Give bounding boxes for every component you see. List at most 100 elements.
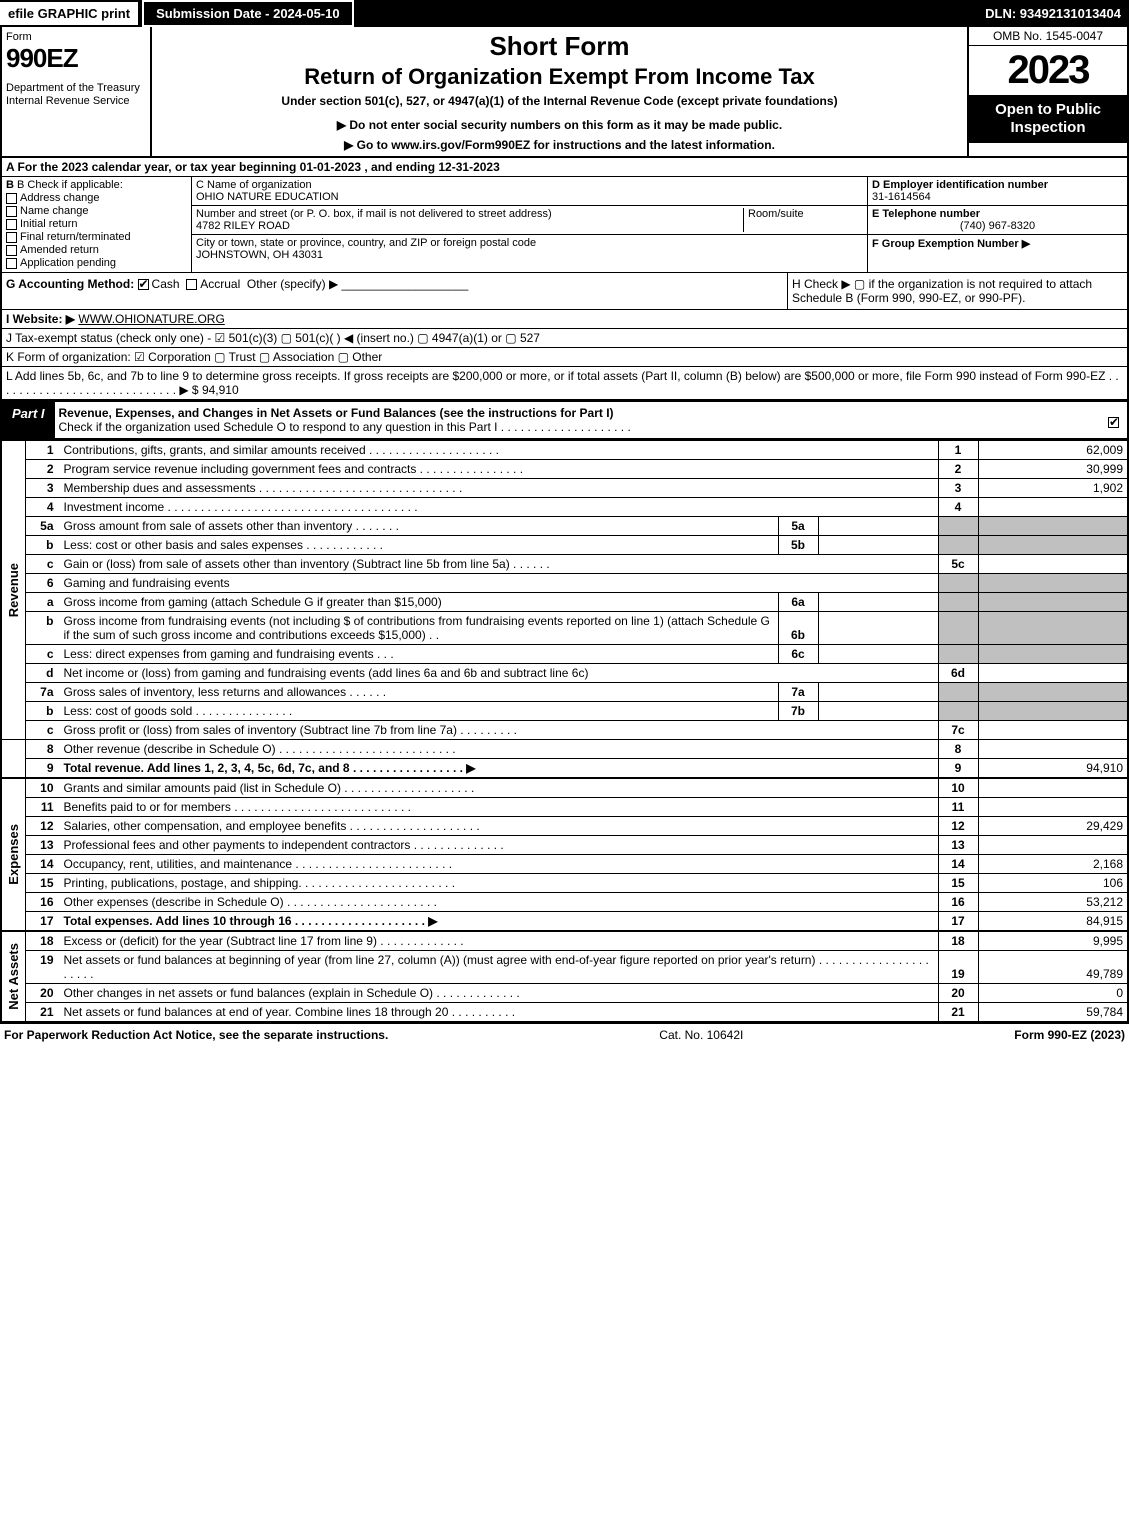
cb-initial-return[interactable]: Initial return (6, 218, 187, 230)
line-4-num: 4 (26, 498, 60, 517)
line-18-rn: 18 (938, 931, 978, 951)
tax-year: 2023 (969, 46, 1127, 95)
goto-link[interactable]: ▶ Go to www.irs.gov/Form990EZ for instru… (156, 138, 963, 152)
line-11-rn: 11 (938, 798, 978, 817)
line-1-amt: 62,009 (978, 441, 1128, 460)
ein-value: 31-1614564 (872, 191, 931, 203)
line-9-rn: 9 (938, 759, 978, 779)
line-12-rn: 12 (938, 817, 978, 836)
do-not-enter: ▶ Do not enter social security numbers o… (156, 118, 963, 132)
line-16-desc: Other expenses (describe in Schedule O) … (60, 893, 939, 912)
cb-name-change[interactable]: Name change (6, 205, 187, 217)
top-bar: efile GRAPHIC print Submission Date - 20… (0, 0, 1129, 27)
line-5b-amt (978, 536, 1128, 555)
line-9-num: 9 (26, 759, 60, 779)
line-15-amt: 106 (978, 874, 1128, 893)
line-10-desc: Grants and similar amounts paid (list in… (60, 778, 939, 798)
line-5a-amt (978, 517, 1128, 536)
under-section: Under section 501(c), 527, or 4947(a)(1)… (156, 94, 963, 108)
footer-center: Cat. No. 10642I (659, 1028, 743, 1042)
line-7a-desc: Gross sales of inventory, less returns a… (60, 683, 779, 702)
line-15-rn: 15 (938, 874, 978, 893)
line-6a-rn (938, 593, 978, 612)
sections-g-h: G Accounting Method: Cash Accrual Other … (0, 273, 1129, 310)
line-12-num: 12 (26, 817, 60, 836)
line-16-amt: 53,212 (978, 893, 1128, 912)
room-label: Room/suite (748, 208, 804, 220)
line-7b-rn (938, 702, 978, 721)
line-6d-rn: 6d (938, 664, 978, 683)
line-5b-rn (938, 536, 978, 555)
short-form-title: Short Form (156, 31, 963, 62)
line-7c-num: c (26, 721, 60, 740)
line-6b-amt (978, 612, 1128, 645)
omb-number: OMB No. 1545-0047 (969, 27, 1127, 46)
line-10-rn: 10 (938, 778, 978, 798)
website-link[interactable]: WWW.OHIONATURE.ORG (78, 312, 224, 326)
ein-label: D Employer identification number (872, 179, 1048, 191)
cb-cash[interactable] (138, 279, 149, 290)
section-c: C Name of organization OHIO NATURE EDUCA… (192, 177, 867, 272)
part-1-checkbox[interactable] (1108, 417, 1119, 428)
cb-amended-return[interactable]: Amended return (6, 244, 187, 256)
line-21-amt: 59,784 (978, 1003, 1128, 1023)
cb-final-return[interactable]: Final return/terminated (6, 231, 187, 243)
line-15-num: 15 (26, 874, 60, 893)
section-i: I Website: ▶ WWW.OHIONATURE.ORG (0, 310, 1129, 329)
group-label: F Group Exemption Number ▶ (872, 238, 1030, 250)
line-6-desc: Gaming and fundraising events (60, 574, 939, 593)
c-name-label: C Name of organization (196, 179, 312, 191)
line-11-num: 11 (26, 798, 60, 817)
part-1-header: Part I Revenue, Expenses, and Changes in… (0, 400, 1129, 440)
line-20-num: 20 (26, 984, 60, 1003)
line-6c-subval (818, 645, 938, 664)
line-10-amt (978, 778, 1128, 798)
line-2-amt: 30,999 (978, 460, 1128, 479)
cb-application-pending[interactable]: Application pending (6, 257, 187, 269)
g-label: G Accounting Method: (6, 277, 134, 291)
part-1-check-text: Check if the organization used Schedule … (59, 420, 631, 434)
open-inspection: Open to Public Inspection (969, 95, 1127, 143)
sections-b-c-d: B B Check if applicable: Address change … (0, 177, 1129, 273)
g-other: Other (specify) ▶ (247, 277, 338, 291)
return-title: Return of Organization Exempt From Incom… (156, 64, 963, 90)
line-7c-amt (978, 721, 1128, 740)
efile-label[interactable]: efile GRAPHIC print (0, 2, 138, 25)
page-footer: For Paperwork Reduction Act Notice, see … (0, 1023, 1129, 1046)
line-6d-desc: Net income or (loss) from gaming and fun… (60, 664, 939, 683)
line-7a-rn (938, 683, 978, 702)
cb-accrual[interactable] (186, 279, 197, 290)
line-12-desc: Salaries, other compensation, and employ… (60, 817, 939, 836)
section-a: A For the 2023 calendar year, or tax yea… (0, 158, 1129, 177)
section-l: L Add lines 5b, 6c, and 7b to line 9 to … (0, 367, 1129, 400)
line-21-desc: Net assets or fund balances at end of ye… (60, 1003, 939, 1023)
section-b-header: B Check if applicable: (17, 179, 123, 191)
line-19-num: 19 (26, 951, 60, 984)
line-19-rn: 19 (938, 951, 978, 984)
line-11-amt (978, 798, 1128, 817)
line-14-num: 14 (26, 855, 60, 874)
cb-address-change[interactable]: Address change (6, 192, 187, 204)
line-7b-num: b (26, 702, 60, 721)
line-6a-desc: Gross income from gaming (attach Schedul… (60, 593, 779, 612)
line-21-rn: 21 (938, 1003, 978, 1023)
line-17-num: 17 (26, 912, 60, 932)
line-20-rn: 20 (938, 984, 978, 1003)
line-21-num: 21 (26, 1003, 60, 1023)
dept-label: Department of the Treasury Internal Reve… (6, 82, 146, 108)
line-7a-sub: 7a (778, 683, 818, 702)
revenue-side-label: Revenue (6, 559, 21, 621)
line-4-amt (978, 498, 1128, 517)
line-5c-rn: 5c (938, 555, 978, 574)
line-6a-amt (978, 593, 1128, 612)
line-7b-amt (978, 702, 1128, 721)
part-1-tag: Part I (2, 402, 55, 438)
line-9-amt: 94,910 (978, 759, 1128, 779)
submission-date: Submission Date - 2024-05-10 (142, 0, 354, 27)
line-6d-num: d (26, 664, 60, 683)
street-value: 4782 RILEY ROAD (196, 220, 290, 232)
line-8-desc: Other revenue (describe in Schedule O) .… (60, 740, 939, 759)
tel-label: E Telephone number (872, 208, 980, 220)
line-6c-rn (938, 645, 978, 664)
net-assets-side-label: Net Assets (6, 939, 21, 1014)
